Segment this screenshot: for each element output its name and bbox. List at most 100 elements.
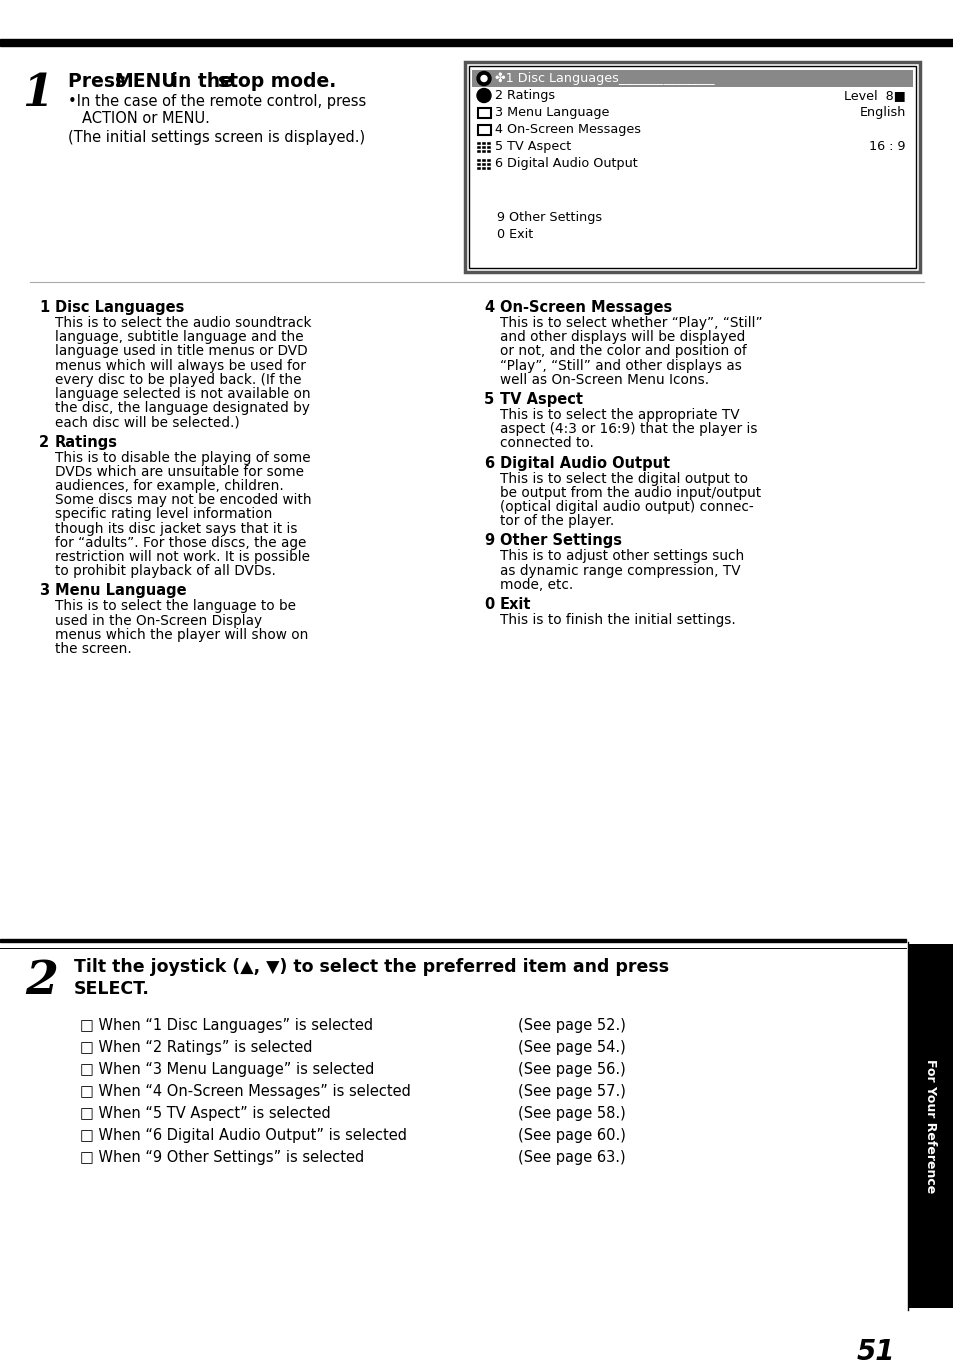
Text: specific rating level information: specific rating level information — [55, 508, 273, 522]
Text: 9 Other Settings: 9 Other Settings — [497, 211, 601, 225]
Circle shape — [476, 71, 491, 86]
Text: and other displays will be displayed: and other displays will be displayed — [499, 330, 744, 345]
Text: restriction will not work. It is possible: restriction will not work. It is possibl… — [55, 550, 310, 564]
Bar — [464, 63, 919, 272]
Bar — [486, 162, 491, 166]
Text: □ When “4 On-Screen Messages” is selected: □ When “4 On-Screen Messages” is selecte… — [80, 1084, 411, 1099]
Text: (See page 56.): (See page 56.) — [517, 1062, 625, 1077]
Text: mode, etc.: mode, etc. — [499, 577, 573, 592]
Text: menus which the player will show on: menus which the player will show on — [55, 628, 308, 642]
Bar — [469, 65, 915, 268]
Text: 51: 51 — [856, 1337, 894, 1362]
Text: Press: Press — [68, 72, 132, 91]
Text: connected to.: connected to. — [499, 436, 594, 451]
Text: tor of the player.: tor of the player. — [499, 515, 614, 528]
Text: language, subtitle language and the: language, subtitle language and the — [55, 330, 303, 345]
Text: each disc will be selected.): each disc will be selected.) — [55, 415, 239, 429]
Text: (See page 58.): (See page 58.) — [517, 1106, 625, 1121]
Bar — [476, 150, 480, 153]
Text: □ When “1 Disc Languages” is selected: □ When “1 Disc Languages” is selected — [80, 1017, 373, 1032]
Text: (The initial settings screen is displayed.): (The initial settings screen is displaye… — [68, 129, 365, 144]
Text: used in the On-Screen Display: used in the On-Screen Display — [55, 614, 262, 628]
Text: the screen.: the screen. — [55, 642, 132, 656]
Text: 5: 5 — [483, 392, 494, 407]
Bar — [476, 142, 480, 144]
Text: aspect (4:3 or 16:9) that the player is: aspect (4:3 or 16:9) that the player is — [499, 422, 757, 436]
Bar — [486, 150, 491, 153]
Text: though its disc jacket says that it is: though its disc jacket says that it is — [55, 522, 297, 535]
Text: 3: 3 — [39, 583, 49, 598]
Text: (optical digital audio output) connec-: (optical digital audio output) connec- — [499, 500, 753, 513]
Text: (See page 57.): (See page 57.) — [517, 1084, 625, 1099]
Text: 1: 1 — [39, 300, 50, 315]
Bar — [477, 124, 491, 135]
Text: This is to select whether “Play”, “Still”: This is to select whether “Play”, “Still… — [499, 316, 761, 330]
Text: 0 Exit: 0 Exit — [497, 229, 533, 241]
Text: stop mode.: stop mode. — [218, 72, 335, 91]
Text: (See page 52.): (See page 52.) — [517, 1017, 625, 1032]
Bar — [907, 944, 953, 1308]
Text: Digital Audio Output: Digital Audio Output — [499, 456, 669, 471]
Bar — [477, 108, 491, 117]
Text: for “adults”. For those discs, the age: for “adults”. For those discs, the age — [55, 535, 306, 550]
Text: 5 TV Aspect: 5 TV Aspect — [495, 140, 571, 153]
Text: English: English — [859, 106, 905, 118]
Bar — [481, 158, 485, 162]
Text: For Your Reference: For Your Reference — [923, 1058, 937, 1193]
Bar — [472, 69, 912, 87]
Text: 2 Ratings: 2 Ratings — [495, 89, 555, 102]
Text: This is to select the audio soundtrack: This is to select the audio soundtrack — [55, 316, 312, 330]
Bar — [476, 166, 480, 169]
Text: □ When “9 Other Settings” is selected: □ When “9 Other Settings” is selected — [80, 1150, 364, 1165]
Text: language used in title menus or DVD: language used in title menus or DVD — [55, 345, 307, 358]
Bar — [481, 142, 485, 144]
Text: audiences, for example, children.: audiences, for example, children. — [55, 479, 283, 493]
Text: (See page 60.): (See page 60.) — [517, 1128, 625, 1143]
Text: DVDs which are unsuitable for some: DVDs which are unsuitable for some — [55, 464, 304, 479]
Bar — [481, 146, 485, 148]
Text: This is to select the language to be: This is to select the language to be — [55, 599, 295, 613]
Text: TV Aspect: TV Aspect — [499, 392, 582, 407]
Text: Level  8■: Level 8■ — [843, 89, 905, 102]
Text: (See page 54.): (See page 54.) — [517, 1041, 625, 1056]
Bar — [486, 166, 491, 169]
Text: in the: in the — [165, 72, 239, 91]
Text: the disc, the language designated by: the disc, the language designated by — [55, 402, 310, 415]
Text: (See page 63.): (See page 63.) — [517, 1150, 625, 1165]
Text: “Play”, “Still” and other displays as: “Play”, “Still” and other displays as — [499, 358, 741, 373]
Text: 4 On-Screen Messages: 4 On-Screen Messages — [495, 123, 640, 136]
Text: This is to disable the playing of some: This is to disable the playing of some — [55, 451, 311, 464]
Text: 2: 2 — [26, 957, 58, 1004]
Text: Some discs may not be encoded with: Some discs may not be encoded with — [55, 493, 312, 507]
Text: Disc Languages: Disc Languages — [55, 300, 184, 315]
Circle shape — [476, 89, 491, 102]
Text: □ When “2 Ratings” is selected: □ When “2 Ratings” is selected — [80, 1041, 313, 1056]
Bar — [0, 938, 905, 943]
Text: □ When “3 Menu Language” is selected: □ When “3 Menu Language” is selected — [80, 1062, 374, 1077]
Text: This is to select the digital output to: This is to select the digital output to — [499, 471, 747, 486]
Text: well as On-Screen Menu Icons.: well as On-Screen Menu Icons. — [499, 373, 708, 387]
Text: Other Settings: Other Settings — [499, 534, 621, 549]
Text: •In the case of the remote control, press: •In the case of the remote control, pres… — [68, 94, 366, 109]
Text: 3 Menu Language: 3 Menu Language — [495, 106, 609, 118]
Bar — [486, 158, 491, 162]
Text: 0: 0 — [483, 597, 494, 612]
Text: 16 : 9: 16 : 9 — [868, 140, 905, 153]
Bar — [476, 162, 480, 166]
Text: every disc to be played back. (If the: every disc to be played back. (If the — [55, 373, 301, 387]
Bar — [476, 146, 480, 148]
Text: This is to select the appropriate TV: This is to select the appropriate TV — [499, 409, 739, 422]
Text: Exit: Exit — [499, 597, 531, 612]
Text: ACTION or MENU.: ACTION or MENU. — [82, 110, 210, 127]
Text: 1: 1 — [23, 72, 53, 114]
Text: or not, and the color and position of: or not, and the color and position of — [499, 345, 746, 358]
Text: to prohibit playback of all DVDs.: to prohibit playback of all DVDs. — [55, 564, 275, 579]
Text: SELECT.: SELECT. — [74, 981, 150, 998]
Bar — [486, 142, 491, 144]
Text: 9: 9 — [483, 534, 494, 549]
Text: 2: 2 — [39, 434, 49, 449]
Text: This is to finish the initial settings.: This is to finish the initial settings. — [499, 613, 735, 627]
Text: menus which will always be used for: menus which will always be used for — [55, 358, 306, 373]
Text: ✤1 Disc Languages_______________: ✤1 Disc Languages_______________ — [495, 72, 714, 84]
Text: language selected is not available on: language selected is not available on — [55, 387, 311, 400]
